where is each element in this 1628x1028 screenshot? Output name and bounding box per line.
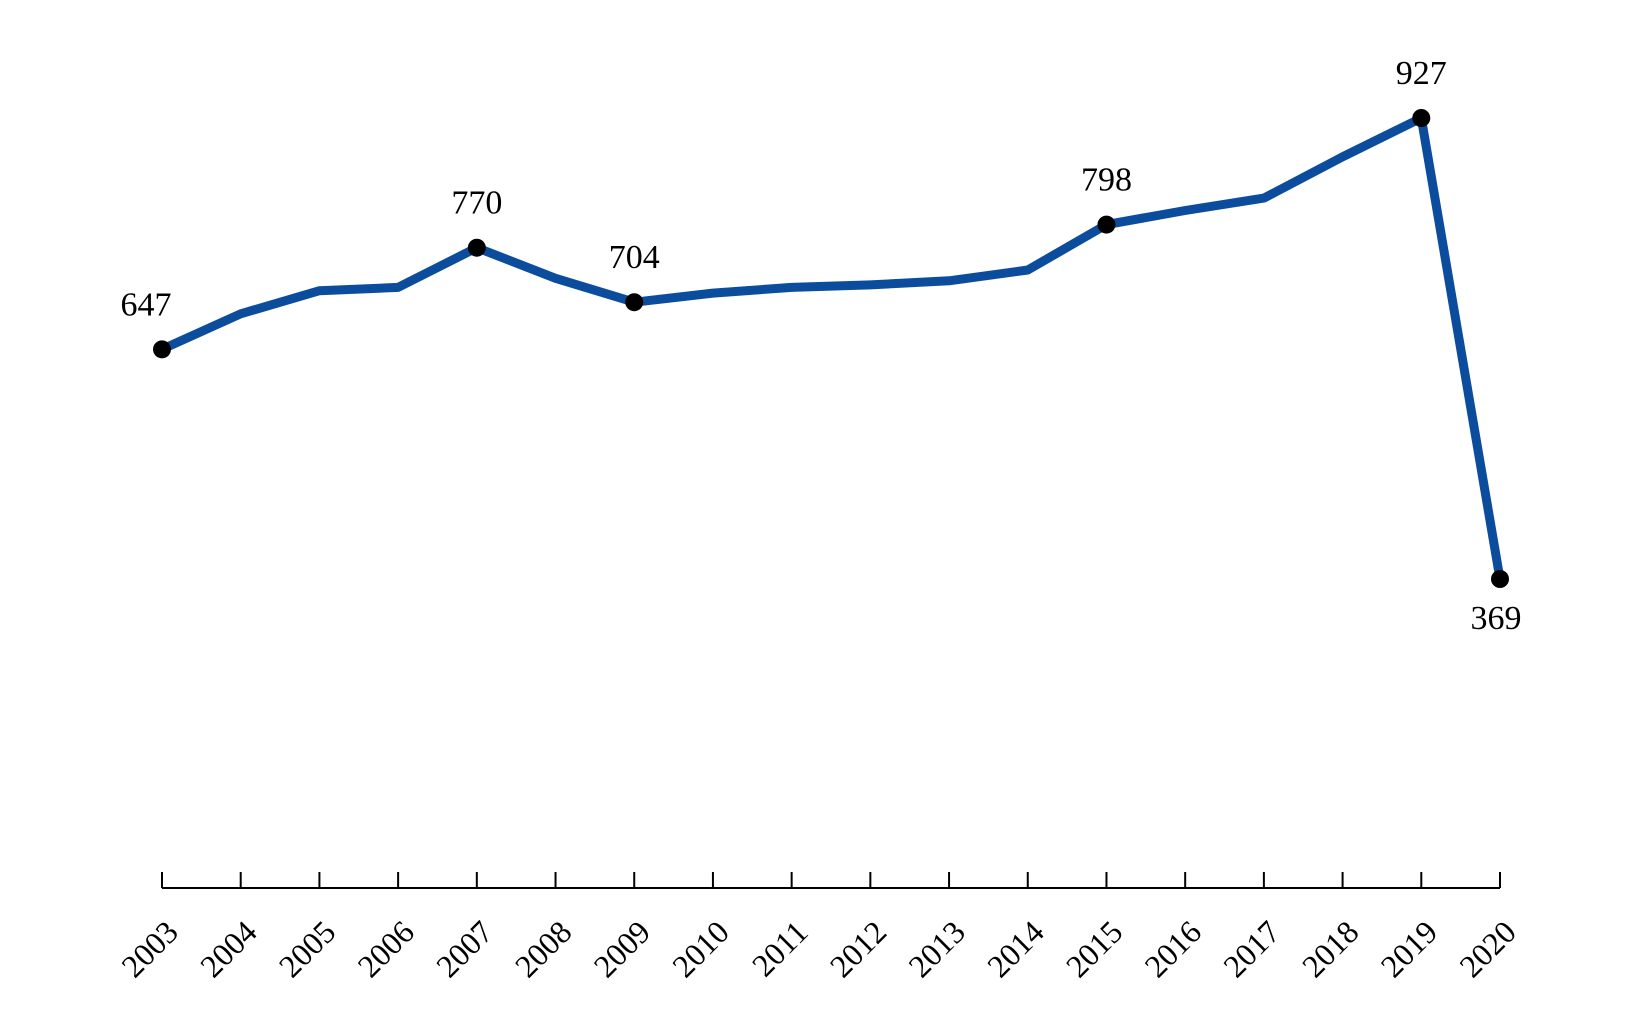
x-tick-label: 2003	[114, 913, 185, 984]
data-point-marker	[153, 340, 171, 359]
data-label: 704	[609, 239, 660, 276]
x-tick-label: 2017	[1216, 913, 1287, 984]
x-tick-label: 2019	[1374, 913, 1445, 984]
data-point-marker	[1412, 109, 1431, 127]
x-tick-label: 2007	[429, 913, 500, 984]
x-tick-label: 2011	[745, 913, 815, 983]
x-tick-label: 2013	[901, 913, 972, 984]
x-tick-label: 2012	[823, 913, 894, 984]
x-tick-label: 2016	[1137, 913, 1208, 984]
data-point-marker	[1491, 570, 1509, 588]
data-label: 927	[1396, 55, 1447, 92]
x-tick-label: 2008	[508, 913, 579, 984]
series-line	[157, 113, 1505, 584]
data-point-marker	[1097, 215, 1116, 234]
label-layer: 647 770 704 798 927 369	[121, 55, 1522, 637]
x-tick-label: 2010	[665, 913, 736, 984]
data-label: 647	[121, 286, 172, 323]
series-layer	[157, 113, 1505, 584]
data-point-marker	[625, 293, 644, 312]
marker-layer	[153, 109, 1509, 588]
x-tick-label: 2014	[980, 913, 1051, 984]
x-tick-label: 2004	[193, 913, 264, 984]
data-label: 770	[451, 185, 502, 222]
data-point-marker	[467, 238, 486, 257]
x-tick-label: 2009	[586, 913, 657, 984]
x-tick-label: 2020	[1452, 913, 1523, 984]
x-tick-label: 2006	[350, 913, 421, 984]
data-label: 369	[1471, 600, 1522, 637]
x-axis: 2003 2004 2005 2006 2007 2008 2009 2010 2011 2012…	[114, 872, 1523, 984]
x-tick-label: 2015	[1059, 913, 1130, 984]
x-tick-label: 2018	[1295, 913, 1366, 984]
x-tick-label: 2005	[272, 913, 343, 984]
data-label: 798	[1081, 162, 1132, 199]
